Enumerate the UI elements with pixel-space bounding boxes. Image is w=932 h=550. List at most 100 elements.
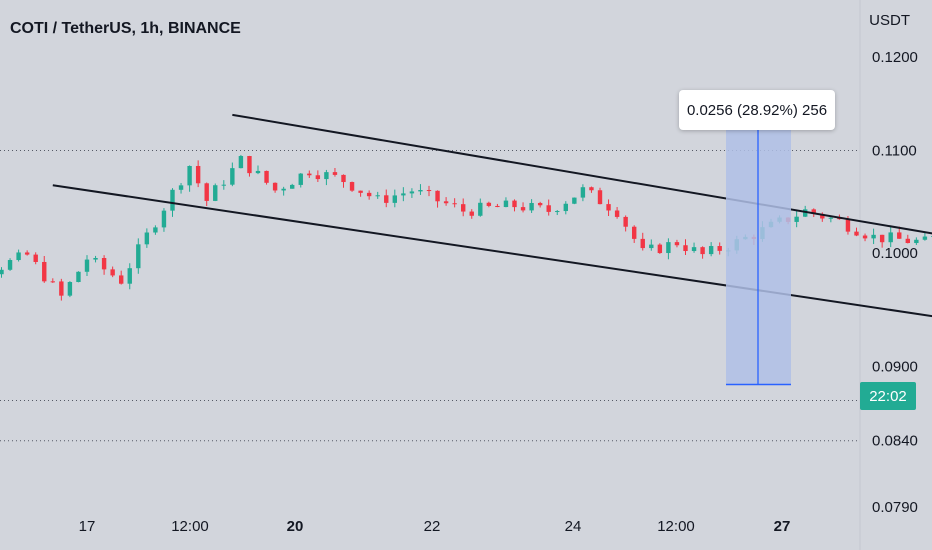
candle: [409, 191, 415, 194]
candle: [529, 202, 534, 211]
candle: [332, 172, 338, 175]
axis-unit-label: USDT: [869, 12, 910, 29]
candle: [315, 175, 321, 180]
channel-lines[interactable]: [52, 113, 932, 458]
x-tick-label: 20: [287, 518, 304, 535]
candle: [0, 269, 4, 275]
candle: [50, 281, 55, 283]
candle: [914, 239, 919, 244]
candle: [597, 190, 603, 205]
x-tick-label: 24: [565, 518, 582, 535]
reference-lines: [0, 149, 860, 442]
candle: [905, 238, 910, 244]
candle: [255, 170, 261, 174]
candle: [144, 232, 150, 245]
x-tick-label: 12:00: [657, 518, 695, 535]
candle: [640, 238, 645, 249]
candle: [230, 168, 235, 185]
candle: [572, 197, 577, 204]
x-tick-label: 27: [774, 518, 791, 535]
candle: [478, 202, 483, 216]
candle: [623, 216, 628, 227]
candle: [657, 244, 663, 254]
candle: [307, 173, 312, 176]
candle: [845, 219, 851, 232]
candle: [127, 268, 132, 284]
candle: [862, 235, 868, 239]
candle: [24, 252, 30, 255]
candle: [700, 247, 705, 255]
chart-title: COTI / TetherUS, 1h, BINANCE: [10, 20, 241, 37]
candle: [632, 226, 637, 239]
candle: [401, 193, 406, 196]
candle: [546, 205, 551, 212]
candle: [418, 190, 423, 192]
candle: [811, 209, 816, 214]
candle: [537, 202, 543, 206]
candle: [7, 260, 13, 270]
candle: [178, 185, 184, 190]
candle: [119, 275, 124, 284]
candle: [435, 190, 440, 202]
candle: [486, 202, 492, 206]
candle: [187, 165, 192, 186]
price-axis[interactable]: 0.1200 0.1100 0.1000 0.0900 0.0840 0.0790: [872, 49, 918, 516]
candle: [281, 188, 286, 191]
candle: [452, 203, 457, 205]
candle: [563, 203, 568, 212]
candle: [221, 184, 226, 186]
candle: [503, 200, 509, 208]
y-tick-label: 0.1200: [872, 49, 918, 66]
candle: [238, 156, 244, 169]
candle: [384, 195, 389, 203]
time-axis[interactable]: 17 12:00 20 22 24 12:00 27: [79, 518, 791, 535]
candle: [101, 258, 107, 270]
measure-tool[interactable]: [726, 110, 791, 386]
candle: [674, 242, 680, 246]
candle: [366, 192, 372, 197]
candle: [580, 187, 586, 198]
candle: [649, 244, 654, 249]
candle: [708, 246, 714, 255]
candle: [290, 184, 295, 189]
candle: [136, 244, 141, 269]
candle: [375, 195, 380, 197]
candle: [161, 210, 167, 228]
candle: [803, 209, 808, 217]
candle: [76, 271, 81, 283]
candle: [606, 204, 611, 211]
candle: [691, 247, 697, 252]
candle: [888, 232, 893, 243]
candle: [110, 269, 115, 276]
candle: [426, 190, 432, 192]
candle: [683, 245, 688, 252]
candle: [555, 211, 560, 213]
y-tick-label: 0.0840: [872, 433, 918, 450]
candle: [213, 185, 218, 201]
candle: [614, 210, 620, 217]
x-tick-label: 22: [424, 518, 441, 535]
candle: [469, 211, 474, 216]
candle: [264, 170, 269, 183]
candle: [204, 183, 209, 201]
candle: [298, 173, 303, 185]
y-tick-label: 0.0790: [872, 499, 918, 516]
candle: [272, 182, 278, 191]
candle: [42, 261, 47, 282]
candle: [443, 201, 449, 204]
x-tick-label: 17: [79, 518, 96, 535]
y-tick-label: 0.0900: [872, 358, 918, 375]
candle: [59, 281, 64, 296]
candle: [820, 213, 825, 219]
candle: [922, 236, 928, 240]
candle: [93, 258, 98, 260]
candle: [879, 234, 885, 243]
candle: [512, 200, 517, 208]
candle: [495, 205, 500, 208]
candle: [84, 259, 90, 272]
candle: [170, 189, 175, 211]
candle: [358, 190, 363, 193]
candle: [854, 231, 859, 236]
